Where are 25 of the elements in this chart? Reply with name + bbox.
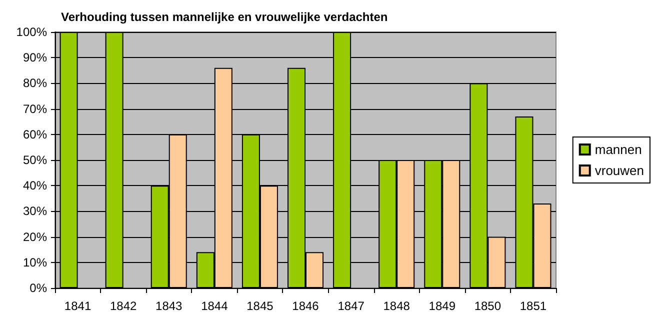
y-tick-label: 10% [22,255,48,270]
x-tick-label: 1841 [64,299,92,313]
x-tick-label: 1851 [520,299,547,313]
x-tick-label: 1846 [292,299,320,313]
legend-label: mannen [594,142,642,157]
x-tick-label: 1850 [474,299,502,313]
y-tick-label: 30% [22,204,48,218]
legend-label: vrouwen [594,163,644,178]
y-tick-label: 90% [22,50,48,65]
y-tick-label: 20% [22,230,48,244]
x-tick-label: 1845 [246,299,274,313]
x-tick-label: 1849 [428,299,456,313]
y-tick-label: 50% [22,153,48,167]
x-tick-label: 1843 [156,299,183,313]
y-tick-label: 80% [22,76,48,90]
y-tick-label: 100% [16,25,48,39]
y-tick-label: 0% [30,281,48,295]
x-tick-label: 1844 [201,299,228,313]
x-tick-label: 1848 [383,299,410,313]
chart-title: Verhouding tussen mannelijke en vrouwelijke verdachten [61,10,388,24]
x-tick-label: 1842 [110,299,137,313]
y-tick-label: 60% [22,127,48,142]
y-tick-label: 70% [22,102,48,116]
y-tick-label: 40% [22,178,48,193]
x-tick-label: 1847 [338,299,365,313]
